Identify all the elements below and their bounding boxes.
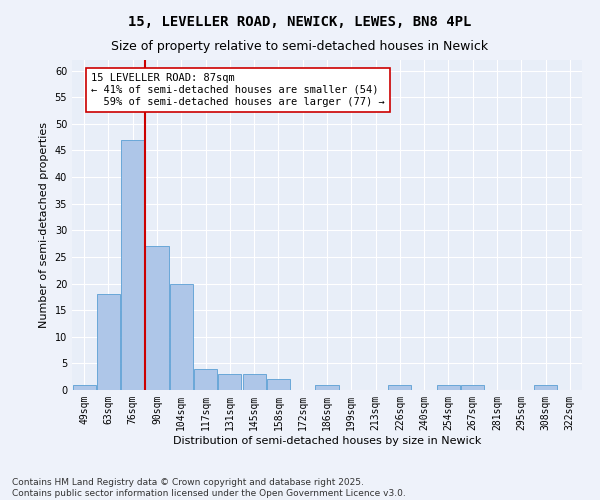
Bar	[170, 284, 193, 390]
Bar	[534, 384, 557, 390]
Text: Contains HM Land Registry data © Crown copyright and database right 2025.
Contai: Contains HM Land Registry data © Crown c…	[12, 478, 406, 498]
Bar	[218, 374, 241, 390]
Y-axis label: Number of semi-detached properties: Number of semi-detached properties	[39, 122, 49, 328]
Bar	[194, 368, 217, 390]
Bar	[97, 294, 120, 390]
X-axis label: Distribution of semi-detached houses by size in Newick: Distribution of semi-detached houses by …	[173, 436, 481, 446]
Bar	[267, 380, 290, 390]
Bar	[73, 384, 95, 390]
Bar	[145, 246, 169, 390]
Bar	[461, 384, 484, 390]
Text: 15, LEVELLER ROAD, NEWICK, LEWES, BN8 4PL: 15, LEVELLER ROAD, NEWICK, LEWES, BN8 4P…	[128, 15, 472, 29]
Bar	[316, 384, 338, 390]
Bar	[437, 384, 460, 390]
Bar	[121, 140, 144, 390]
Text: Size of property relative to semi-detached houses in Newick: Size of property relative to semi-detach…	[112, 40, 488, 53]
Bar	[388, 384, 412, 390]
Bar	[242, 374, 266, 390]
Text: 15 LEVELLER ROAD: 87sqm
← 41% of semi-detached houses are smaller (54)
  59% of : 15 LEVELLER ROAD: 87sqm ← 41% of semi-de…	[91, 74, 385, 106]
